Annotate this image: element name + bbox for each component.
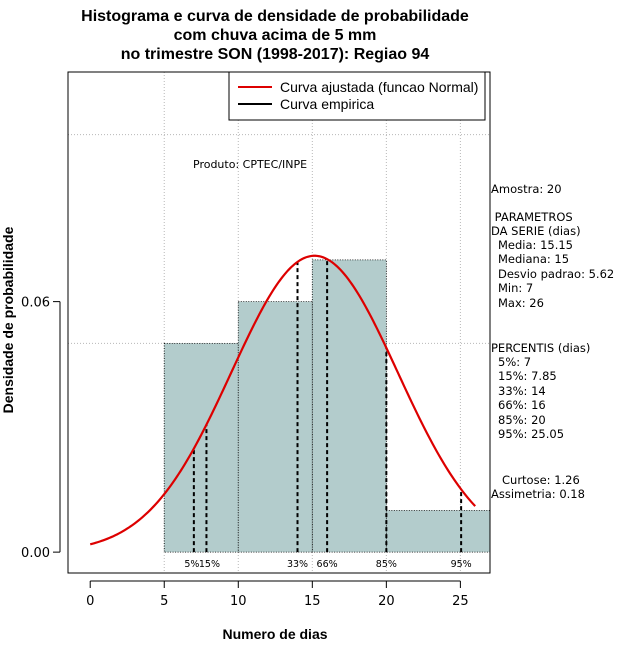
legend-label-empirical: Curva empirica	[280, 96, 374, 112]
bars-layer	[163, 259, 491, 553]
y-axis-title: Densidade de probabilidade	[0, 226, 16, 413]
x-tick-label: 10	[230, 594, 247, 609]
y-tick-label: 0.06	[21, 296, 50, 311]
sample-size: Amostra: 20	[491, 182, 562, 196]
percentile-label: 33%	[287, 559, 308, 570]
chart-title-line-2: com chuva acima de 5 mm	[174, 27, 377, 44]
percentil-85: 85%: 20	[498, 413, 546, 427]
x-tick-label: 15	[304, 594, 321, 609]
percentile-label: 85%	[376, 559, 397, 570]
normal-curve	[89, 254, 477, 546]
curve-layer	[89, 254, 477, 546]
histogram-bar	[237, 301, 313, 553]
percentil-33: 33%: 14	[498, 384, 546, 398]
stats-panel: Amostra: 20 PARAMETROS DA SERIE (dias) M…	[491, 182, 614, 501]
histogram-bar	[385, 509, 491, 553]
percentil-5: 5%: 7	[498, 355, 531, 369]
percentil-66: 66%: 16	[498, 398, 546, 412]
product-annotation: Produto: CPTEC/INPE	[193, 158, 307, 171]
param-mean: Media: 15.15	[498, 238, 573, 252]
axes: 0 5 10 15 20 25 0.00 0.06	[21, 296, 469, 609]
x-axis-title: Numero de dias	[222, 626, 327, 642]
percentile-label: 15%	[199, 559, 220, 570]
percentile-label: 95%	[451, 559, 472, 570]
percentil-15: 15%: 7.85	[498, 369, 557, 383]
percentil-95: 95%: 25.05	[498, 427, 564, 441]
histogram-bar	[163, 342, 239, 553]
param-sd: Desvio padrao: 5.62	[498, 267, 614, 281]
param-median: Mediana: 15	[498, 252, 569, 266]
y-tick-label: 0.00	[21, 546, 50, 561]
chart-title-line-1: Histograma e curva de densidade de proba…	[81, 8, 469, 25]
histogram-bar	[311, 259, 387, 553]
percentile-label: 5%	[184, 559, 199, 570]
legend-label-normal: Curva ajustada (funcao Normal)	[280, 79, 478, 95]
kurtosis: Curtose: 1.26	[502, 473, 580, 487]
x-tick-label: 5	[160, 594, 168, 609]
x-tick-label: 20	[378, 594, 395, 609]
skewness: Assimetria: 0.18	[491, 487, 585, 501]
x-tick-label: 0	[86, 594, 94, 609]
percentis-header: PERCENTIS (dias)	[491, 341, 590, 355]
percentile-label: 66%	[317, 559, 338, 570]
x-tick-label: 25	[452, 594, 469, 609]
param-max: Max: 26	[498, 296, 544, 310]
legend: Curva ajustada (funcao Normal) Curva emp…	[228, 71, 486, 121]
params-header-2: DA SERIE (dias)	[491, 224, 581, 238]
legend-box	[228, 71, 486, 121]
param-min: Min: 7	[498, 281, 533, 295]
percentile-lines: 5% 15% 33% 66% 85% 95%	[184, 259, 472, 570]
chart-title-line-3: no trimestre SON (1998-2017): Regiao 94	[121, 46, 430, 63]
params-header-1: PARAMETROS	[491, 210, 573, 224]
